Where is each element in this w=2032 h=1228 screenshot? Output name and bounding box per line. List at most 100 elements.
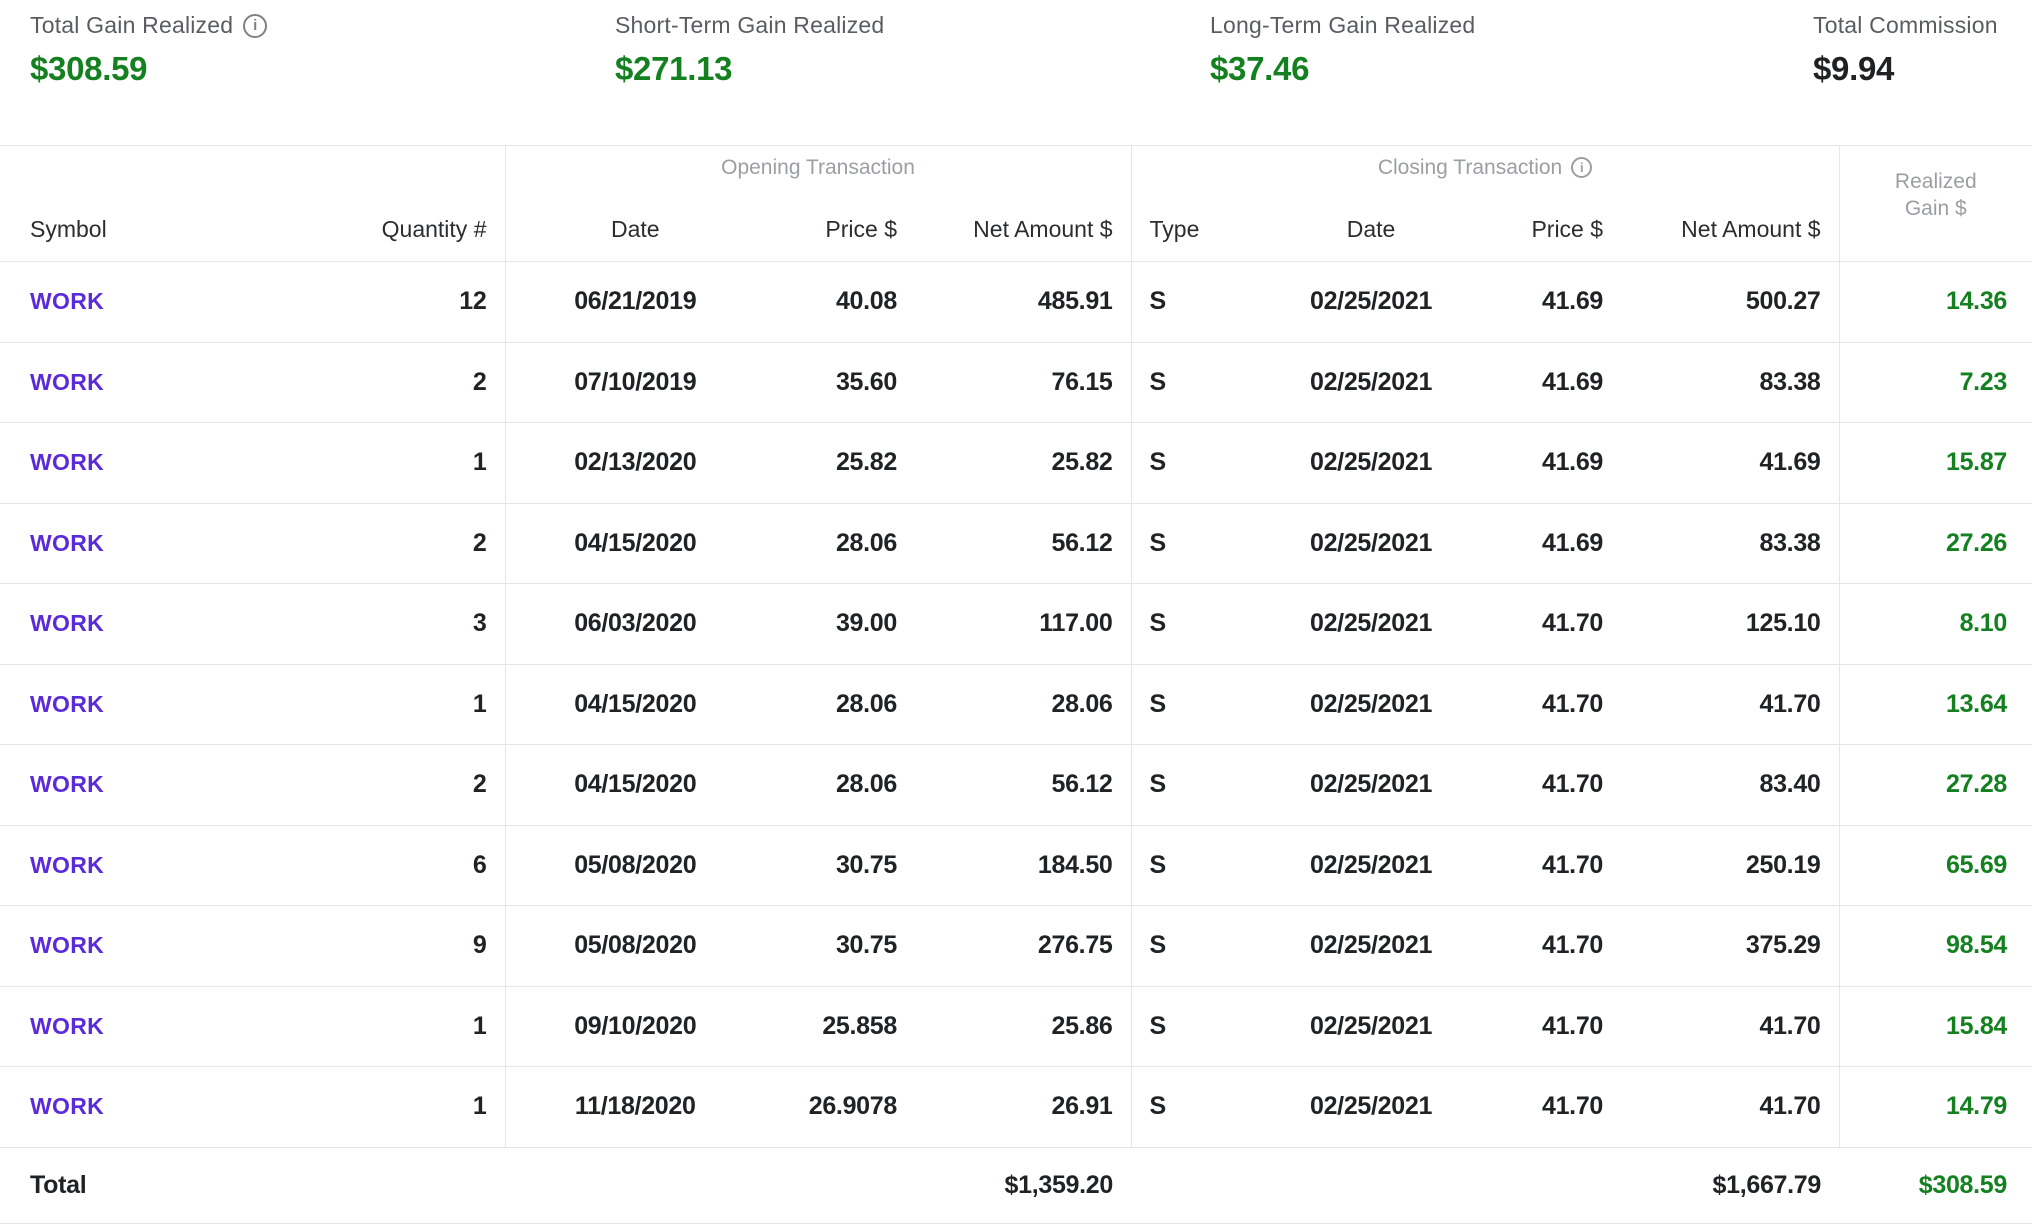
open-date-cell: 02/13/2020 [504, 422, 765, 503]
close-date-cell: 02/25/2021 [1241, 663, 1502, 745]
realized-gains-table: Opening Transaction Closing Transaction … [0, 145, 2032, 1224]
close-net-cell: 125.10 [1621, 583, 1840, 664]
symbol-link[interactable]: WORK [30, 1012, 105, 1039]
open-date-cell: 07/10/2019 [504, 341, 765, 423]
symbol-link[interactable]: WORK [30, 610, 105, 637]
close-price-cell: 41.70 [1501, 824, 1622, 906]
open-date-cell: 11/18/2020 [504, 1066, 765, 1147]
summary-bar: Total Gain Realized $308.59 Short-Term G… [0, 0, 2032, 145]
summary-label-text: Long-Term Gain Realized [1210, 12, 1476, 38]
group-header-spacer [0, 145, 505, 190]
column-header-row: Symbol Quantity # Date Price $ Net Amoun… [0, 189, 2032, 262]
quantity-cell: 2 [230, 744, 505, 825]
type-cell: S [1130, 502, 1242, 584]
realized-gain-cell: 27.28 [1838, 744, 2032, 825]
summary-card-short-term-gain: Short-Term Gain Realized $271.13 [615, 12, 884, 88]
close-price-cell: 41.70 [1501, 985, 1622, 1067]
symbol-link[interactable]: WORK [30, 771, 105, 798]
table-row: WORK 2 04/15/2020 28.06 56.12 S 02/25/20… [0, 502, 2032, 584]
column-header-realized-gain: Realized Gain $ [1838, 145, 2032, 262]
close-price-cell: 41.70 [1501, 905, 1622, 986]
close-price-cell: 41.70 [1501, 744, 1622, 825]
close-price-cell: 41.69 [1501, 261, 1622, 342]
table-row: WORK 1 11/18/2020 26.9078 26.91 S 02/25/… [0, 1066, 2032, 1147]
close-date-cell: 02/25/2021 [1241, 905, 1502, 986]
open-price-cell: 26.9078 [765, 1066, 915, 1147]
column-header-type: Type [1130, 189, 1242, 262]
symbol-link[interactable]: WORK [30, 529, 105, 556]
open-date-cell: 05/08/2020 [504, 905, 765, 986]
summary-label: Short-Term Gain Realized [615, 12, 884, 39]
total-row: Total $1,359.20 $1,667.79 $308.59 [0, 1146, 2032, 1224]
open-price-cell: 39.00 [765, 583, 915, 664]
quantity-cell: 2 [230, 502, 505, 584]
quantity-cell: 1 [230, 422, 505, 503]
quantity-cell: 2 [230, 341, 505, 423]
table-row: WORK 9 05/08/2020 30.75 276.75 S 02/25/2… [0, 905, 2032, 986]
summary-label: Long-Term Gain Realized [1210, 12, 1475, 39]
symbol-link[interactable]: WORK [30, 690, 105, 717]
open-date-cell: 04/15/2020 [504, 744, 765, 825]
symbol-link[interactable]: WORK [30, 932, 105, 959]
symbol-cell: WORK [0, 422, 230, 503]
summary-card-total-gain: Total Gain Realized $308.59 [30, 12, 268, 88]
close-price-cell: 41.70 [1501, 663, 1622, 745]
open-price-cell: 30.75 [765, 824, 915, 906]
type-cell: S [1130, 824, 1242, 906]
total-spacer [230, 1146, 915, 1224]
close-net-cell: 41.69 [1621, 422, 1840, 503]
type-cell: S [1130, 261, 1242, 342]
realized-gain-cell: 65.69 [1838, 824, 2032, 906]
symbol-link[interactable]: WORK [30, 449, 105, 476]
close-net-cell: 375.29 [1621, 905, 1840, 986]
open-date-cell: 05/08/2020 [504, 824, 765, 906]
summary-label-text: Total Gain Realized [30, 12, 234, 38]
total-open-net: $1,359.20 [915, 1146, 1132, 1224]
symbol-cell: WORK [0, 502, 230, 584]
type-cell: S [1130, 985, 1242, 1067]
symbol-cell: WORK [0, 583, 230, 664]
close-net-cell: 83.40 [1621, 744, 1840, 825]
realized-gain-cell: 7.23 [1838, 341, 2032, 423]
column-header-symbol: Symbol [30, 216, 107, 242]
summary-label: Total Commission [1813, 12, 1998, 39]
close-date-cell: 02/25/2021 [1241, 422, 1502, 503]
open-date-cell: 06/03/2020 [504, 583, 765, 664]
close-net-cell: 83.38 [1621, 502, 1840, 584]
opening-transaction-label: Opening Transaction [721, 155, 915, 179]
column-header-open-net: Net Amount $ [973, 216, 1113, 242]
realized-gain-cell: 13.64 [1838, 663, 2032, 745]
table-header: Opening Transaction Closing Transaction … [0, 145, 2032, 262]
open-price-cell: 28.06 [765, 663, 915, 745]
realized-gain-cell: 15.87 [1838, 422, 2032, 503]
symbol-link[interactable]: WORK [30, 851, 105, 878]
close-price-cell: 41.69 [1501, 341, 1622, 423]
table-row: WORK 12 06/21/2019 40.08 485.91 S 02/25/… [0, 261, 2032, 342]
summary-label-text: Short-Term Gain Realized [615, 12, 885, 38]
open-net-cell: 117.00 [915, 583, 1132, 664]
group-header-closing: Closing Transaction [1130, 145, 1840, 190]
info-icon[interactable] [1571, 157, 1593, 179]
close-net-cell: 500.27 [1621, 261, 1840, 342]
close-net-cell: 41.70 [1621, 663, 1840, 745]
column-header-close-net: Net Amount $ [1681, 216, 1821, 242]
summary-label: Total Gain Realized [30, 12, 268, 39]
symbol-cell: WORK [0, 1066, 230, 1147]
table-row: WORK 1 09/10/2020 25.858 25.86 S 02/25/2… [0, 985, 2032, 1067]
group-header-row: Opening Transaction Closing Transaction … [0, 145, 2032, 262]
close-price-cell: 41.70 [1501, 1066, 1622, 1147]
quantity-cell: 6 [230, 824, 505, 906]
quantity-cell: 1 [230, 1066, 505, 1147]
table-row: WORK 1 04/15/2020 28.06 28.06 S 02/25/20… [0, 663, 2032, 745]
open-net-cell: 25.82 [915, 422, 1132, 503]
symbol-link[interactable]: WORK [30, 368, 105, 395]
info-icon[interactable] [243, 13, 268, 38]
symbol-link[interactable]: WORK [30, 1093, 105, 1120]
type-cell: S [1130, 1066, 1242, 1147]
realized-gain-cell: 27.26 [1838, 502, 2032, 584]
open-net-cell: 485.91 [915, 261, 1132, 342]
symbol-link[interactable]: WORK [30, 288, 105, 315]
table-row: WORK 6 05/08/2020 30.75 184.50 S 02/25/2… [0, 824, 2032, 906]
total-close-net: $1,667.79 [1621, 1146, 1840, 1224]
